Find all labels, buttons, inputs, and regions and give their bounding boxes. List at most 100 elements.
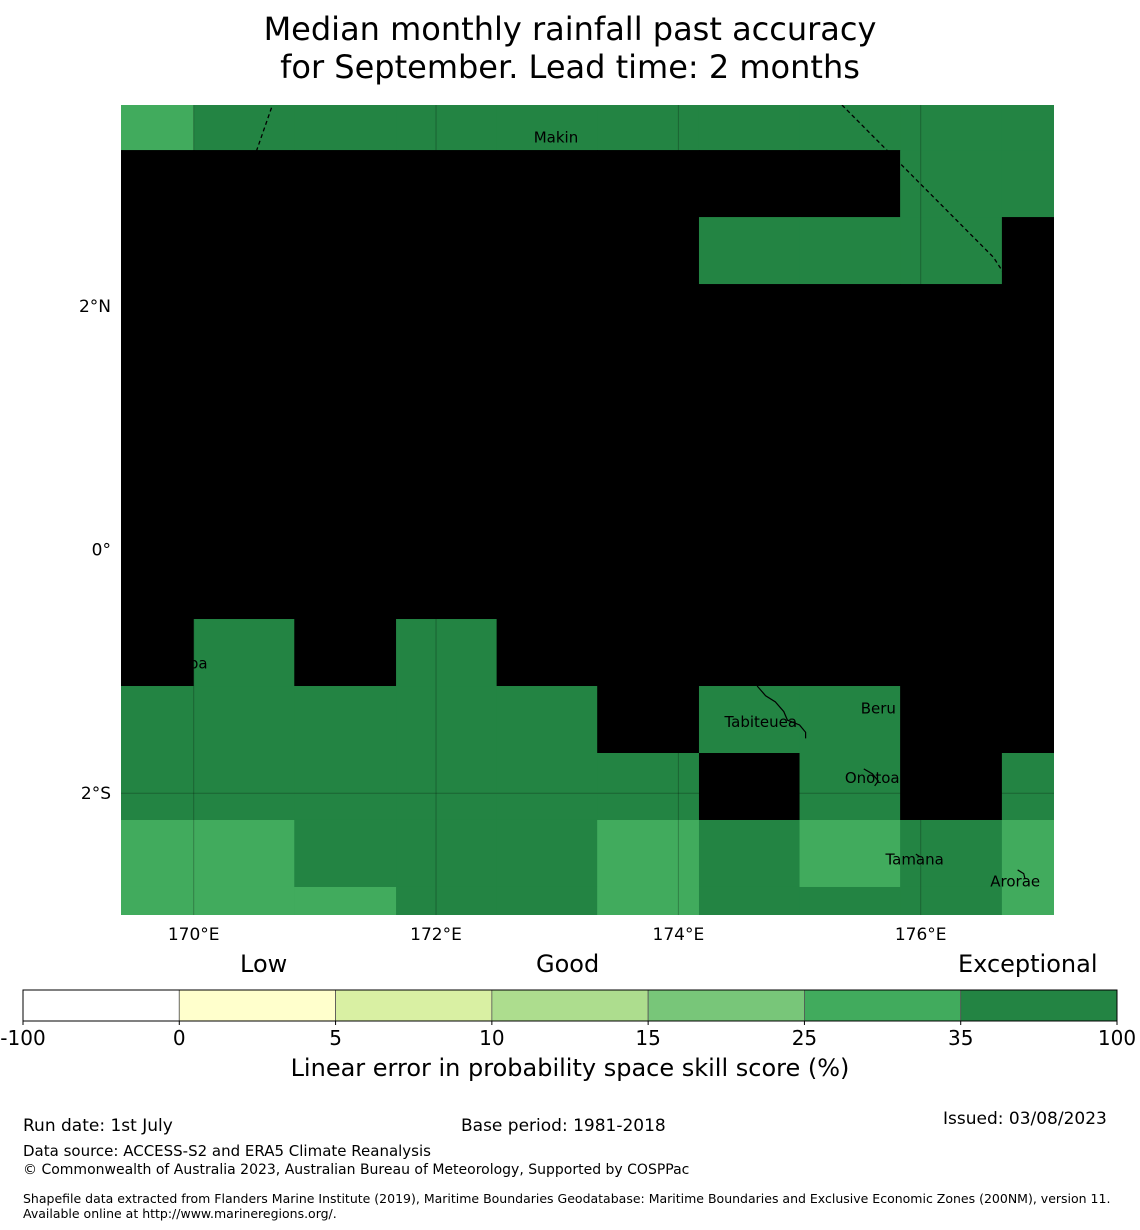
skill-cell (1001, 284, 1054, 352)
skill-cell (294, 886, 397, 915)
island-label: Banaba (151, 655, 208, 673)
island-label: Abaiang (496, 318, 557, 336)
skill-cell (396, 819, 498, 888)
skill-cell (121, 619, 195, 687)
skill-cell (799, 217, 901, 285)
legend-low: Low (240, 950, 288, 978)
base-period: Base period: 1981-2018 (461, 1116, 666, 1136)
skill-cell (1001, 351, 1054, 419)
skill-cell (799, 886, 901, 915)
colorbar-tick-label: 10 (479, 1026, 504, 1050)
skill-cell (799, 485, 901, 553)
skill-cell (900, 418, 1003, 486)
skill-cell (496, 150, 598, 218)
skill-cell (496, 284, 598, 352)
legend-exceptional: Exceptional (958, 950, 1098, 978)
colorbar: -100 0 5 10 15 25 35 100 (0, 989, 1136, 1050)
skill-cell (900, 150, 1003, 218)
run-date: Run date: 1st July (23, 1116, 173, 1136)
colorbar-swatch (647, 989, 805, 1022)
map-title: Median monthly rainfall past accuracy fo… (0, 10, 1140, 86)
skill-cell (294, 485, 397, 553)
colorbar-swatch (335, 989, 493, 1022)
skill-cell (294, 105, 397, 151)
title-line-1: Median monthly rainfall past accuracy (263, 10, 877, 48)
colorbar-frame (22, 989, 1118, 1022)
skill-cell (597, 686, 700, 754)
skill-cell (193, 485, 295, 553)
lon-tick-label: 170°E (168, 925, 220, 945)
skill-cell (496, 552, 598, 620)
skill-cell (294, 619, 397, 687)
skill-cell (900, 886, 1003, 915)
island-label: Arorae (990, 873, 1040, 891)
skill-cell (698, 753, 801, 821)
skill-cell (597, 105, 700, 151)
island-outline (554, 350, 577, 388)
skill-cell (193, 150, 295, 218)
legend-good: Good (536, 950, 600, 978)
skill-cell (496, 351, 598, 419)
colorbar-swatch (22, 989, 180, 1022)
skill-cell (1001, 150, 1054, 218)
skill-cell (900, 619, 1003, 687)
skill-cell (900, 217, 1003, 285)
skill-cell (597, 753, 700, 821)
skill-cell (900, 686, 1003, 754)
island-outline (968, 709, 980, 723)
skill-cell (496, 217, 598, 285)
skill-cell (900, 284, 1003, 352)
skill-cell (597, 619, 700, 687)
copyright: © Commonwealth of Australia 2023, Austra… (23, 1162, 690, 1178)
skill-cell (799, 105, 901, 151)
skill-cell (193, 686, 295, 754)
island-label: Marakei (570, 284, 629, 302)
island-label: Abemama (689, 488, 766, 506)
skill-cell (597, 485, 700, 553)
island-outline (554, 424, 566, 451)
skill-cell (193, 552, 295, 620)
data-source: Data source: ACCESS-S2 and ERA5 Climate … (23, 1142, 431, 1160)
colorbar-tick-label: 0 (173, 1026, 186, 1050)
skill-cell (799, 284, 901, 352)
skill-cell (396, 418, 498, 486)
lat-tick-label: 0° (92, 541, 111, 561)
skill-cell (396, 351, 498, 419)
skill-cell (1001, 886, 1054, 915)
skill-cell (121, 485, 195, 553)
island-label: Tabiteuea (723, 713, 797, 731)
skill-cell (121, 284, 195, 352)
skill-cell (900, 351, 1003, 419)
lon-tick-label: 174°E (653, 925, 705, 945)
island-outlines (139, 153, 1026, 879)
title-line-2: for September. Lead time: 2 months (280, 48, 860, 86)
island-outline (863, 768, 880, 787)
island-label: Beru (861, 700, 896, 718)
skill-cell (799, 686, 901, 754)
skill-cell (193, 886, 295, 915)
island-outline (602, 519, 615, 525)
axis-ticks: 170°E 172°E 174°E 176°E 2°N 0° 2°S (79, 297, 947, 945)
skill-cell (121, 552, 195, 620)
skill-cell (1001, 753, 1054, 821)
skill-cell (1001, 485, 1054, 553)
skill-cell (193, 819, 295, 888)
colorbar-tick-label: 5 (329, 1026, 342, 1050)
lon-tick-label: 176°E (895, 925, 947, 945)
skill-cell (597, 552, 700, 620)
island-outline (534, 153, 539, 158)
skill-cell (121, 150, 195, 218)
skill-cell (496, 753, 598, 821)
skill-cell (799, 418, 901, 486)
island-outline (530, 159, 558, 173)
skill-cell (294, 217, 397, 285)
skill-cell (799, 150, 901, 218)
skill-cell (597, 284, 700, 352)
island-outline (916, 707, 925, 719)
skill-cell (900, 485, 1003, 553)
skill-cell (496, 418, 598, 486)
island-outline (720, 622, 738, 648)
skill-cell (496, 819, 598, 888)
skill-cell (799, 819, 901, 888)
skill-cell (597, 819, 700, 888)
